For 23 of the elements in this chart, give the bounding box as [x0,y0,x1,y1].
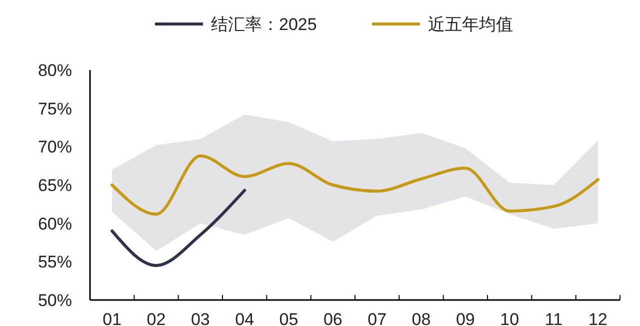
x-tick-label: 12 [588,310,608,326]
x-tick-label: 11 [544,310,563,326]
x-tick-label: 01 [102,310,122,326]
y-tick-label: 60% [38,214,72,234]
line-series [110,188,246,267]
x-tick-label: 03 [190,310,210,326]
x-tick-label: 10 [500,310,520,326]
y-tick-label: 55% [38,252,72,272]
x-tick-label: 08 [412,310,431,326]
x-tick-label: 04 [235,310,254,326]
line-series [110,154,600,216]
y-tick-label: 80% [38,60,72,80]
y-tick-label: 65% [38,176,72,195]
y-tick-label: 70% [38,138,72,157]
legend-label: 结汇率：2025 [211,14,317,34]
y-tick-label: 75% [38,99,72,118]
y-tick-label: 50% [38,290,72,310]
x-tick-label: 09 [456,310,475,326]
x-tick-label: 06 [323,310,342,326]
x-tick-label: 02 [146,310,166,326]
x-tick-label: 05 [279,310,298,326]
legend-label: 近五年均值 [428,14,513,34]
x-tick-label: 07 [368,310,387,326]
